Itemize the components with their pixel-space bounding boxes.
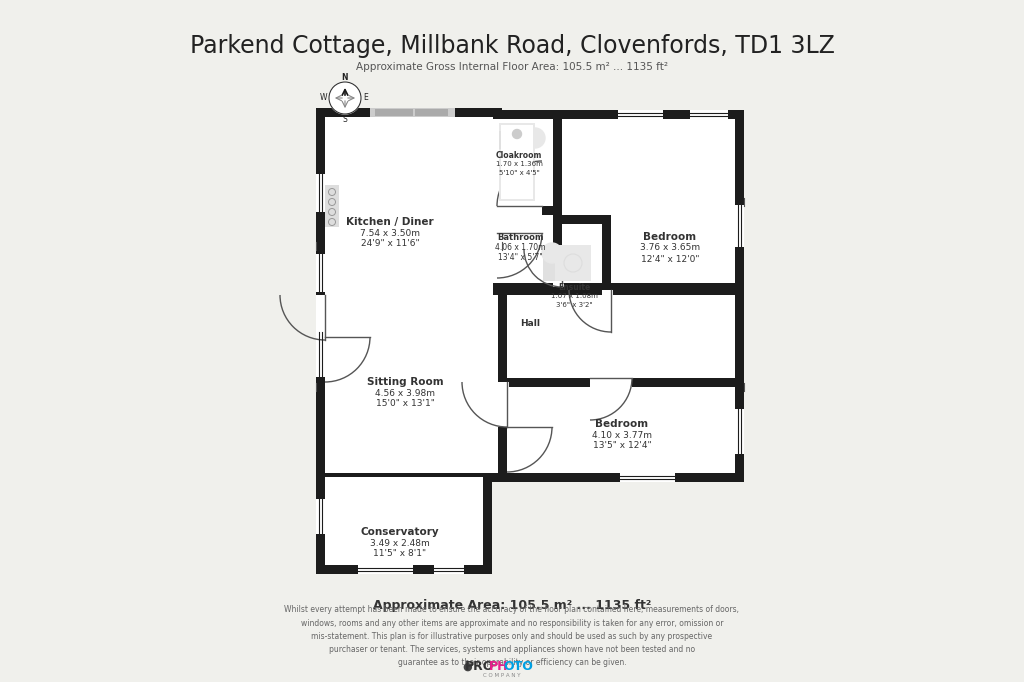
Text: 5'10" x 4'5": 5'10" x 4'5": [499, 170, 540, 176]
Bar: [497, 206, 562, 215]
Bar: [555, 245, 591, 281]
Text: Hall: Hall: [520, 319, 540, 329]
Text: Approximate Area: 105.5 m² ... 1135 ft²: Approximate Area: 105.5 m² ... 1135 ft²: [373, 599, 651, 612]
Bar: [493, 119, 511, 283]
Bar: [497, 204, 542, 215]
Bar: [325, 295, 493, 337]
Bar: [488, 110, 744, 292]
Text: Sitting Room: Sitting Room: [367, 377, 443, 387]
Bar: [553, 110, 562, 256]
Bar: [325, 117, 493, 337]
Bar: [618, 110, 663, 119]
Bar: [325, 185, 339, 227]
Bar: [316, 332, 325, 377]
Bar: [553, 249, 564, 287]
Text: 4.06 x 1.70m: 4.06 x 1.70m: [495, 243, 545, 252]
Text: W: W: [321, 93, 328, 102]
Text: 13'5" x 12'4": 13'5" x 12'4": [593, 441, 651, 451]
Text: ●: ●: [462, 662, 472, 671]
Text: Ensuite: Ensuite: [558, 282, 590, 291]
Bar: [325, 487, 483, 565]
Text: S: S: [343, 115, 347, 123]
Bar: [497, 119, 735, 283]
Text: Parkend Cottage, Millbank Road, Clovenfords, TD1 3LZ: Parkend Cottage, Millbank Road, Clovenfo…: [189, 33, 835, 58]
Text: Bedroom: Bedroom: [643, 232, 696, 242]
Circle shape: [512, 130, 521, 138]
Bar: [375, 109, 413, 116]
Text: PH: PH: [488, 659, 509, 673]
Circle shape: [542, 243, 562, 263]
Bar: [507, 378, 744, 387]
Text: N: N: [342, 72, 348, 82]
Text: Bathroom: Bathroom: [497, 233, 544, 241]
Text: C O M P A N Y: C O M P A N Y: [483, 672, 520, 678]
Text: 4.56 x 3.98m: 4.56 x 3.98m: [375, 389, 435, 398]
Text: 1.70 x 1.36m: 1.70 x 1.36m: [496, 161, 543, 167]
Bar: [735, 205, 744, 247]
Text: Cloakroom: Cloakroom: [496, 151, 542, 160]
Bar: [735, 409, 744, 454]
Bar: [499, 131, 521, 149]
Text: 11'5" x 8'1": 11'5" x 8'1": [374, 550, 427, 559]
Bar: [316, 108, 502, 346]
Bar: [316, 295, 327, 340]
Text: Conservatory: Conservatory: [360, 527, 439, 537]
Text: Approximate Gross Internal Floor Area: 105.5 m² ... 1135 ft²: Approximate Gross Internal Floor Area: 1…: [356, 62, 668, 72]
Bar: [325, 477, 483, 487]
Bar: [325, 336, 490, 346]
Bar: [590, 376, 632, 387]
Bar: [499, 123, 535, 201]
Text: OTO: OTO: [503, 659, 534, 673]
Text: 15'0" x 13'1": 15'0" x 13'1": [376, 400, 434, 409]
Bar: [325, 482, 483, 487]
Bar: [325, 335, 370, 346]
Text: Whilst every attempt has been made to ensure the accuracy of the floor plan cont: Whilst every attempt has been made to en…: [285, 606, 739, 667]
Circle shape: [329, 82, 361, 114]
Bar: [501, 125, 534, 199]
Bar: [325, 295, 735, 473]
Text: 3.49 x 2.48m: 3.49 x 2.48m: [370, 539, 430, 548]
Bar: [316, 286, 744, 482]
Text: PRO: PRO: [465, 659, 494, 673]
Text: 3'6" x 3'2": 3'6" x 3'2": [556, 302, 592, 308]
Bar: [497, 231, 542, 242]
Bar: [316, 254, 325, 292]
Text: 12'4" x 12'0": 12'4" x 12'0": [641, 254, 699, 263]
Bar: [602, 290, 613, 332]
Bar: [316, 174, 325, 212]
Bar: [316, 499, 325, 534]
Bar: [690, 110, 728, 119]
Bar: [498, 295, 507, 473]
Bar: [358, 565, 413, 574]
Bar: [370, 108, 455, 117]
Text: E: E: [364, 93, 369, 102]
Bar: [543, 259, 561, 281]
Text: Kitchen / Diner: Kitchen / Diner: [346, 217, 434, 227]
Text: 13'4" x 5'7": 13'4" x 5'7": [498, 252, 543, 261]
Bar: [553, 215, 611, 224]
Bar: [620, 473, 675, 482]
Text: 1.07 x 1.08m: 1.07 x 1.08m: [551, 293, 597, 299]
Text: 24'9" x 11'6": 24'9" x 11'6": [360, 239, 419, 248]
Bar: [316, 478, 492, 574]
Text: 7.54 x 3.50m: 7.54 x 3.50m: [360, 228, 420, 237]
Circle shape: [525, 128, 545, 148]
Bar: [434, 565, 464, 574]
Bar: [498, 382, 509, 427]
Text: 4.10 x 3.77m: 4.10 x 3.77m: [592, 430, 652, 439]
Text: Bedroom: Bedroom: [595, 419, 648, 429]
Bar: [415, 109, 449, 116]
Bar: [602, 222, 611, 301]
Text: 3.76 x 3.65m: 3.76 x 3.65m: [640, 243, 700, 252]
